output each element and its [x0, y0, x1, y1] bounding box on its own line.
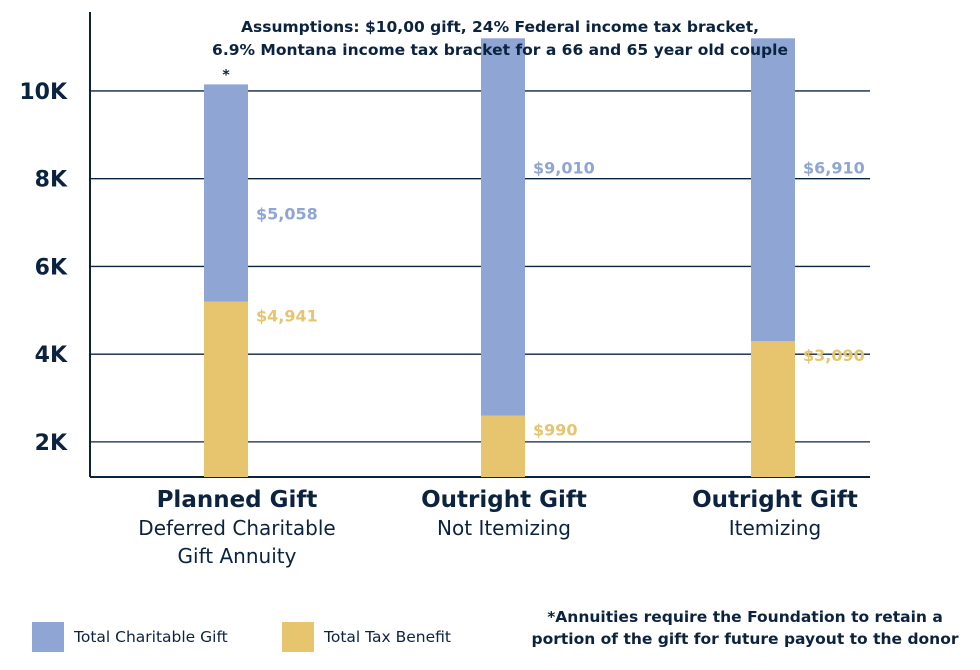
bar-segment	[481, 415, 525, 477]
bar-segment	[751, 38, 795, 342]
category-subtitle-2: Gift Annuity	[177, 544, 297, 568]
data-label: $6,910	[803, 158, 865, 177]
chart-title-line-2: 6.9% Montana income tax bracket for a 66…	[212, 41, 788, 59]
category-label-outright-not-itemizing: Outright Gift Not Itemizing	[344, 486, 664, 542]
chart-canvas: 2K 4K 6K 8K 10K $4,941 $5,058 * $990 $9,010 $3,090…	[19, 12, 870, 478]
data-label: $4,941	[256, 307, 318, 326]
bar-segment	[204, 84, 248, 302]
category-title: Outright Gift	[692, 487, 858, 513]
legend-label-charitable: Total Charitable Gift	[74, 628, 228, 646]
category-label-planned-gift: Planned Gift Deferred Charitable Gift An…	[77, 486, 397, 570]
y-tick-label: 4K	[35, 343, 68, 368]
category-subtitle: Itemizing	[728, 516, 822, 540]
data-label: $9,010	[533, 158, 595, 177]
footnote: *Annuities require the Foundation to ret…	[520, 606, 970, 650]
bar-segment	[751, 341, 795, 477]
footnote-line-2: portion of the gift for future payout to…	[531, 630, 959, 648]
category-title: Outright Gift	[421, 487, 587, 513]
legend-item-charitable-gift: Total Charitable Gift	[32, 622, 228, 652]
chart-title: Assumptions: $10,00 gift, 24% Federal in…	[110, 16, 890, 62]
legend-label-tax: Total Tax Benefit	[324, 628, 451, 646]
y-tick-label: 2K	[35, 431, 68, 456]
y-tick-label: 6K	[35, 255, 68, 280]
bar-segment	[204, 301, 248, 477]
footnote-line-1: *Annuities require the Foundation to ret…	[547, 608, 943, 626]
category-subtitle: Deferred Charitable	[138, 516, 336, 540]
category-subtitle: Not Itemizing	[437, 516, 571, 540]
data-label: $990	[533, 421, 578, 440]
data-label: $3,090	[803, 346, 865, 365]
category-title: Planned Gift	[156, 487, 318, 513]
bar-marker: *	[222, 67, 230, 83]
legend-item-tax-benefit: Total Tax Benefit	[282, 622, 451, 652]
legend-swatch-tax	[282, 622, 314, 652]
legend-swatch-charitable	[32, 622, 64, 652]
y-tick-label: 10K	[19, 80, 68, 105]
bar-segment	[481, 38, 525, 416]
chart-title-line-1: Assumptions: $10,00 gift, 24% Federal in…	[241, 18, 759, 36]
category-label-outright-itemizing: Outright Gift Itemizing	[615, 486, 935, 542]
data-label: $5,058	[256, 204, 318, 223]
y-tick-label: 8K	[35, 168, 68, 193]
